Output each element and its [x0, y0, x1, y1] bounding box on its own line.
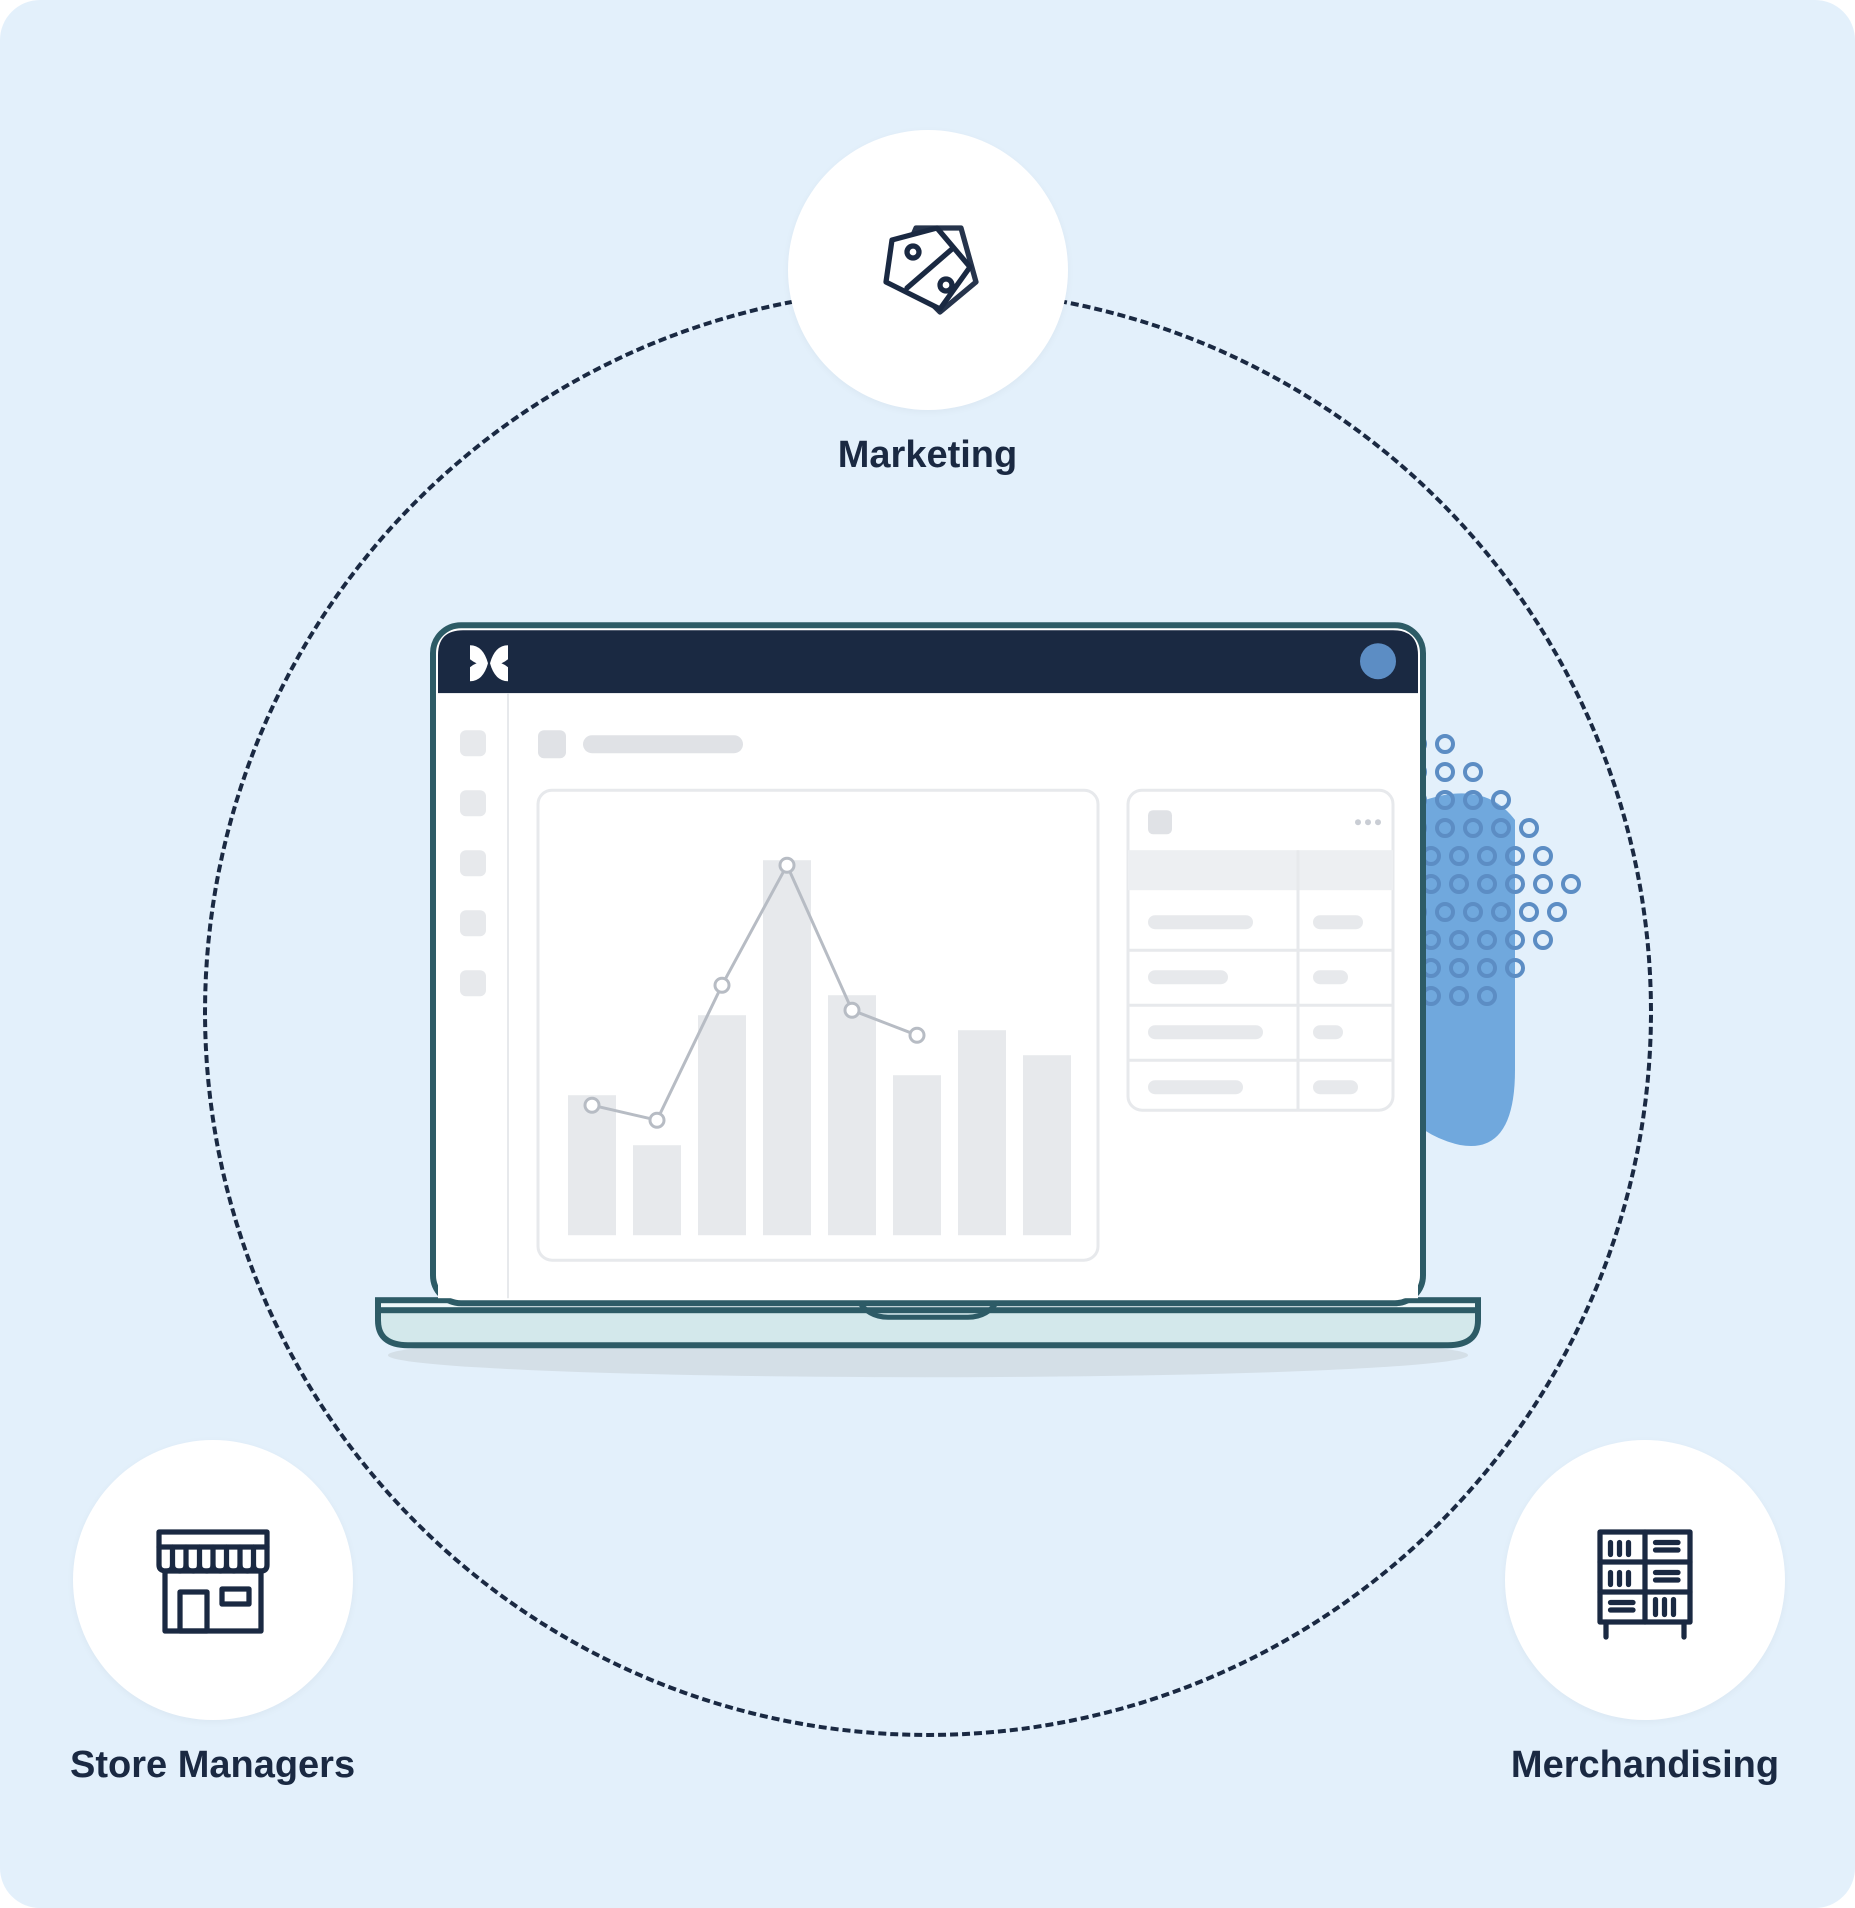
laptop-illustration	[358, 615, 1498, 1385]
laptop-base	[378, 1300, 1478, 1345]
sidebar-item	[460, 970, 486, 996]
sidebar-item	[460, 730, 486, 756]
infographic-canvas: Marketing Store Managers	[0, 0, 1855, 1908]
node-label: Store Managers	[70, 1744, 355, 1787]
node-store-managers: Store Managers	[70, 1440, 355, 1787]
node-label: Marketing	[838, 434, 1017, 477]
sidebar-item	[460, 910, 486, 936]
sidebar-item	[460, 790, 486, 816]
header-avatar-dot	[1360, 643, 1396, 679]
sidebar-item	[460, 850, 486, 876]
page-title-placeholder	[583, 735, 743, 753]
app-header-bar	[438, 630, 1418, 693]
storefront-icon	[138, 1505, 288, 1655]
price-tags-icon	[853, 195, 1003, 345]
node-circle	[788, 130, 1068, 410]
node-label: Merchandising	[1511, 1744, 1779, 1787]
shelves-icon	[1570, 1505, 1720, 1655]
node-marketing: Marketing	[788, 130, 1068, 477]
laptop-screen-body	[433, 625, 1423, 1303]
page-icon-placeholder	[538, 730, 566, 758]
node-circle	[1505, 1440, 1785, 1720]
node-merchandising: Merchandising	[1505, 1440, 1785, 1787]
node-circle	[73, 1440, 353, 1720]
